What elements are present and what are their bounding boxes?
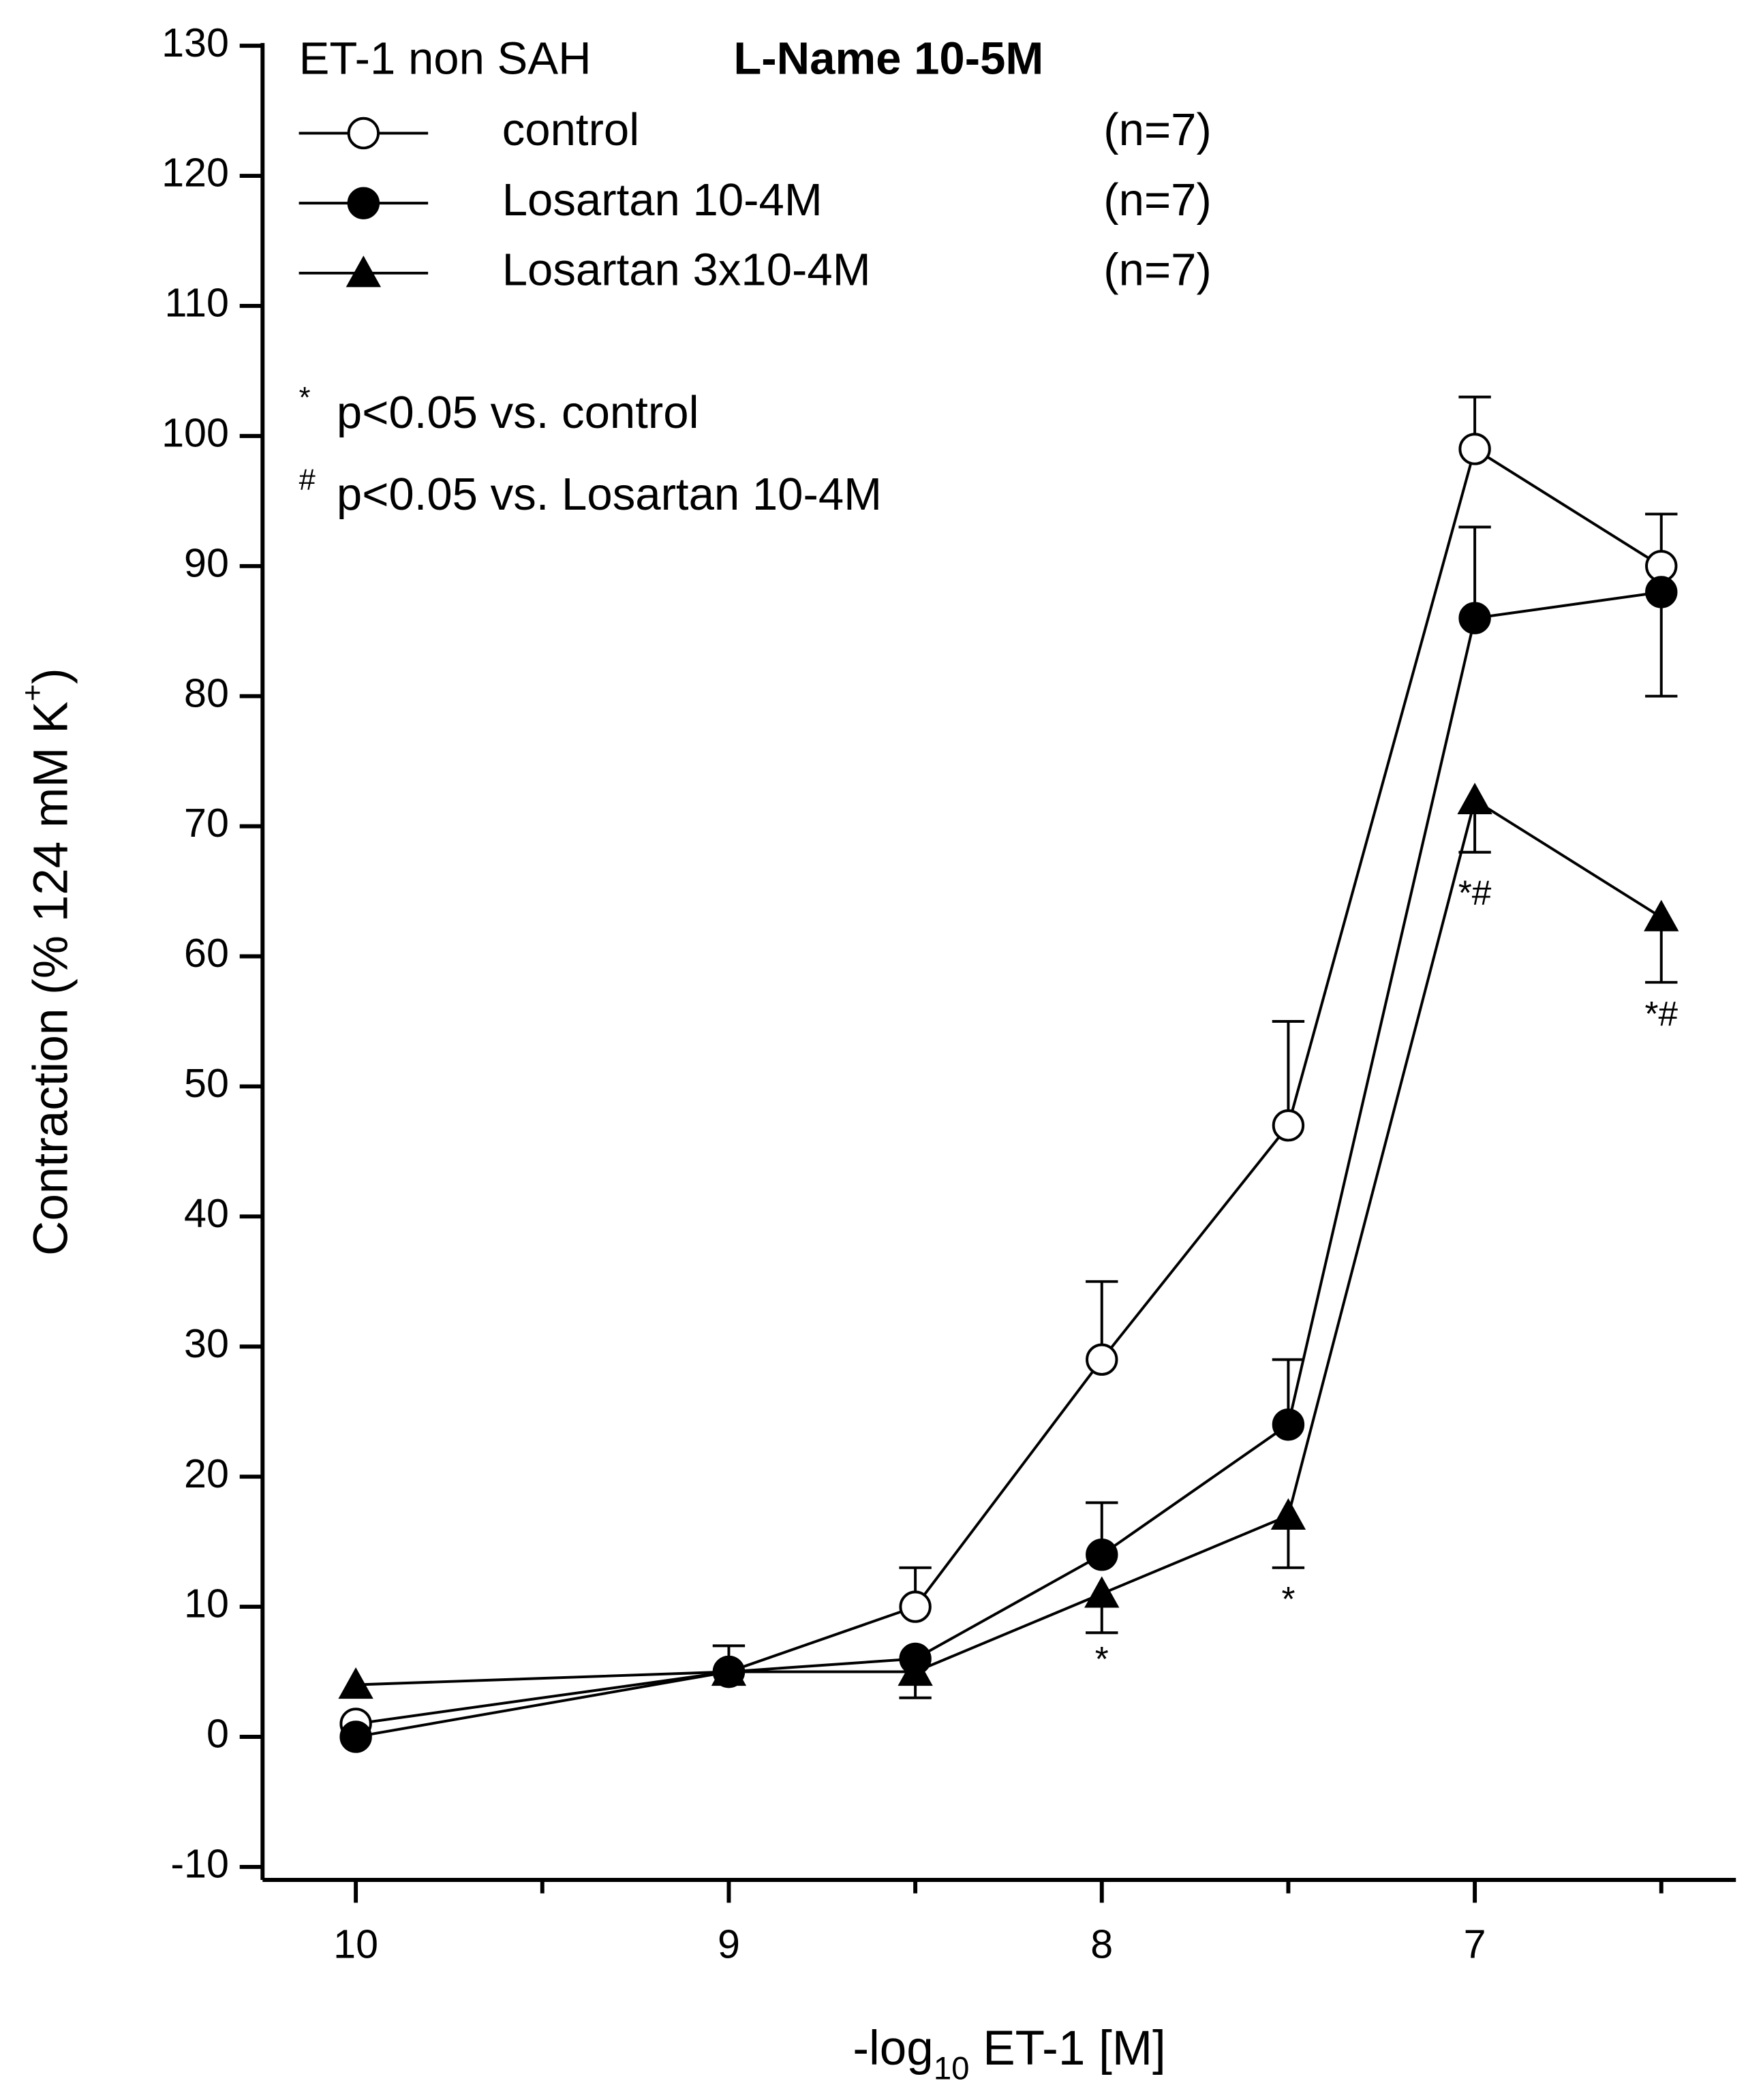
marker [1084, 1576, 1120, 1608]
y-tick-label: 110 [165, 280, 229, 326]
legend-n: (n=7) [1103, 174, 1212, 226]
annotation: * [1095, 1639, 1109, 1678]
error-bar [1272, 1019, 1305, 1126]
x-axis-label: -log10 ET-1 [M] [853, 2022, 1165, 2086]
error-bar [1645, 591, 1678, 698]
x-tick-label: 10 [333, 1921, 378, 1966]
marker [1086, 1343, 1118, 1376]
y-tick-label: 90 [184, 540, 229, 585]
note-text: p<0.05 vs. control [337, 387, 699, 438]
note-marker: * [299, 382, 311, 414]
legend-marker [347, 117, 380, 150]
legend-marker [347, 187, 380, 219]
y-tick-label: 30 [184, 1321, 229, 1366]
x-label-main: -log [853, 2022, 934, 2075]
legend-label: control [502, 104, 639, 155]
marker [898, 1654, 933, 1686]
y-tick-label: 60 [184, 930, 229, 976]
marker [711, 1654, 747, 1686]
legend-label: Losartan 10-4M [502, 174, 823, 226]
legend-title: ET-1 non SAH [299, 33, 592, 84]
y-tick-label: 20 [184, 1451, 229, 1496]
annotation: *# [1458, 873, 1492, 912]
y-tick-label: 120 [162, 150, 229, 196]
annotation: * [1281, 1579, 1295, 1618]
legend-marker [346, 256, 382, 288]
y-tick-label: 100 [162, 410, 229, 456]
annotation: *# [1644, 994, 1678, 1033]
marker [899, 1590, 932, 1623]
y-tick-label: 80 [184, 670, 229, 715]
y-label-rest: ) [24, 668, 78, 684]
marker [1645, 576, 1678, 608]
marker [1270, 1498, 1306, 1530]
legend-n: (n=7) [1103, 104, 1212, 155]
series-line [355, 446, 1662, 1725]
note-text: p<0.05 vs. Losartan 10-4M [337, 469, 882, 520]
y-label-sup: + [17, 684, 50, 701]
series-line [356, 798, 1662, 1686]
marker [338, 1667, 373, 1699]
legend-label: Losartan 3x10-4M [502, 245, 871, 296]
y-label-main: Contraction (% 124 mM K [24, 701, 78, 1256]
y-tick-label: 70 [184, 800, 229, 846]
legend-subtitle: L-Name 10-5M [733, 33, 1043, 84]
marker [339, 1720, 372, 1753]
series-line [355, 591, 1662, 1738]
y-tick-label: 40 [184, 1190, 229, 1236]
y-tick-label: 10 [184, 1581, 229, 1626]
marker [1644, 899, 1679, 931]
y-tick-label: 130 [162, 20, 229, 65]
note-marker: # [299, 463, 316, 496]
x-tick-label: 9 [718, 1921, 740, 1966]
x-tick-label: 7 [1464, 1921, 1486, 1966]
x-label-rest: ET-1 [M] [970, 2022, 1166, 2075]
marker [1458, 602, 1491, 634]
legend-n: (n=7) [1103, 245, 1212, 296]
marker [1272, 1109, 1305, 1142]
y-tick-label: 0 [206, 1711, 229, 1757]
marker [1457, 782, 1492, 814]
y-axis-label: Contraction (% 124 mM K+) [17, 668, 78, 1256]
y-tick-label: -10 [170, 1841, 229, 1887]
x-label-sub: 10 [934, 2050, 970, 2086]
marker [1458, 433, 1491, 465]
marker [1272, 1408, 1305, 1441]
y-tick-label: 50 [184, 1060, 229, 1106]
marker [1086, 1539, 1118, 1571]
x-tick-label: 8 [1090, 1921, 1113, 1966]
